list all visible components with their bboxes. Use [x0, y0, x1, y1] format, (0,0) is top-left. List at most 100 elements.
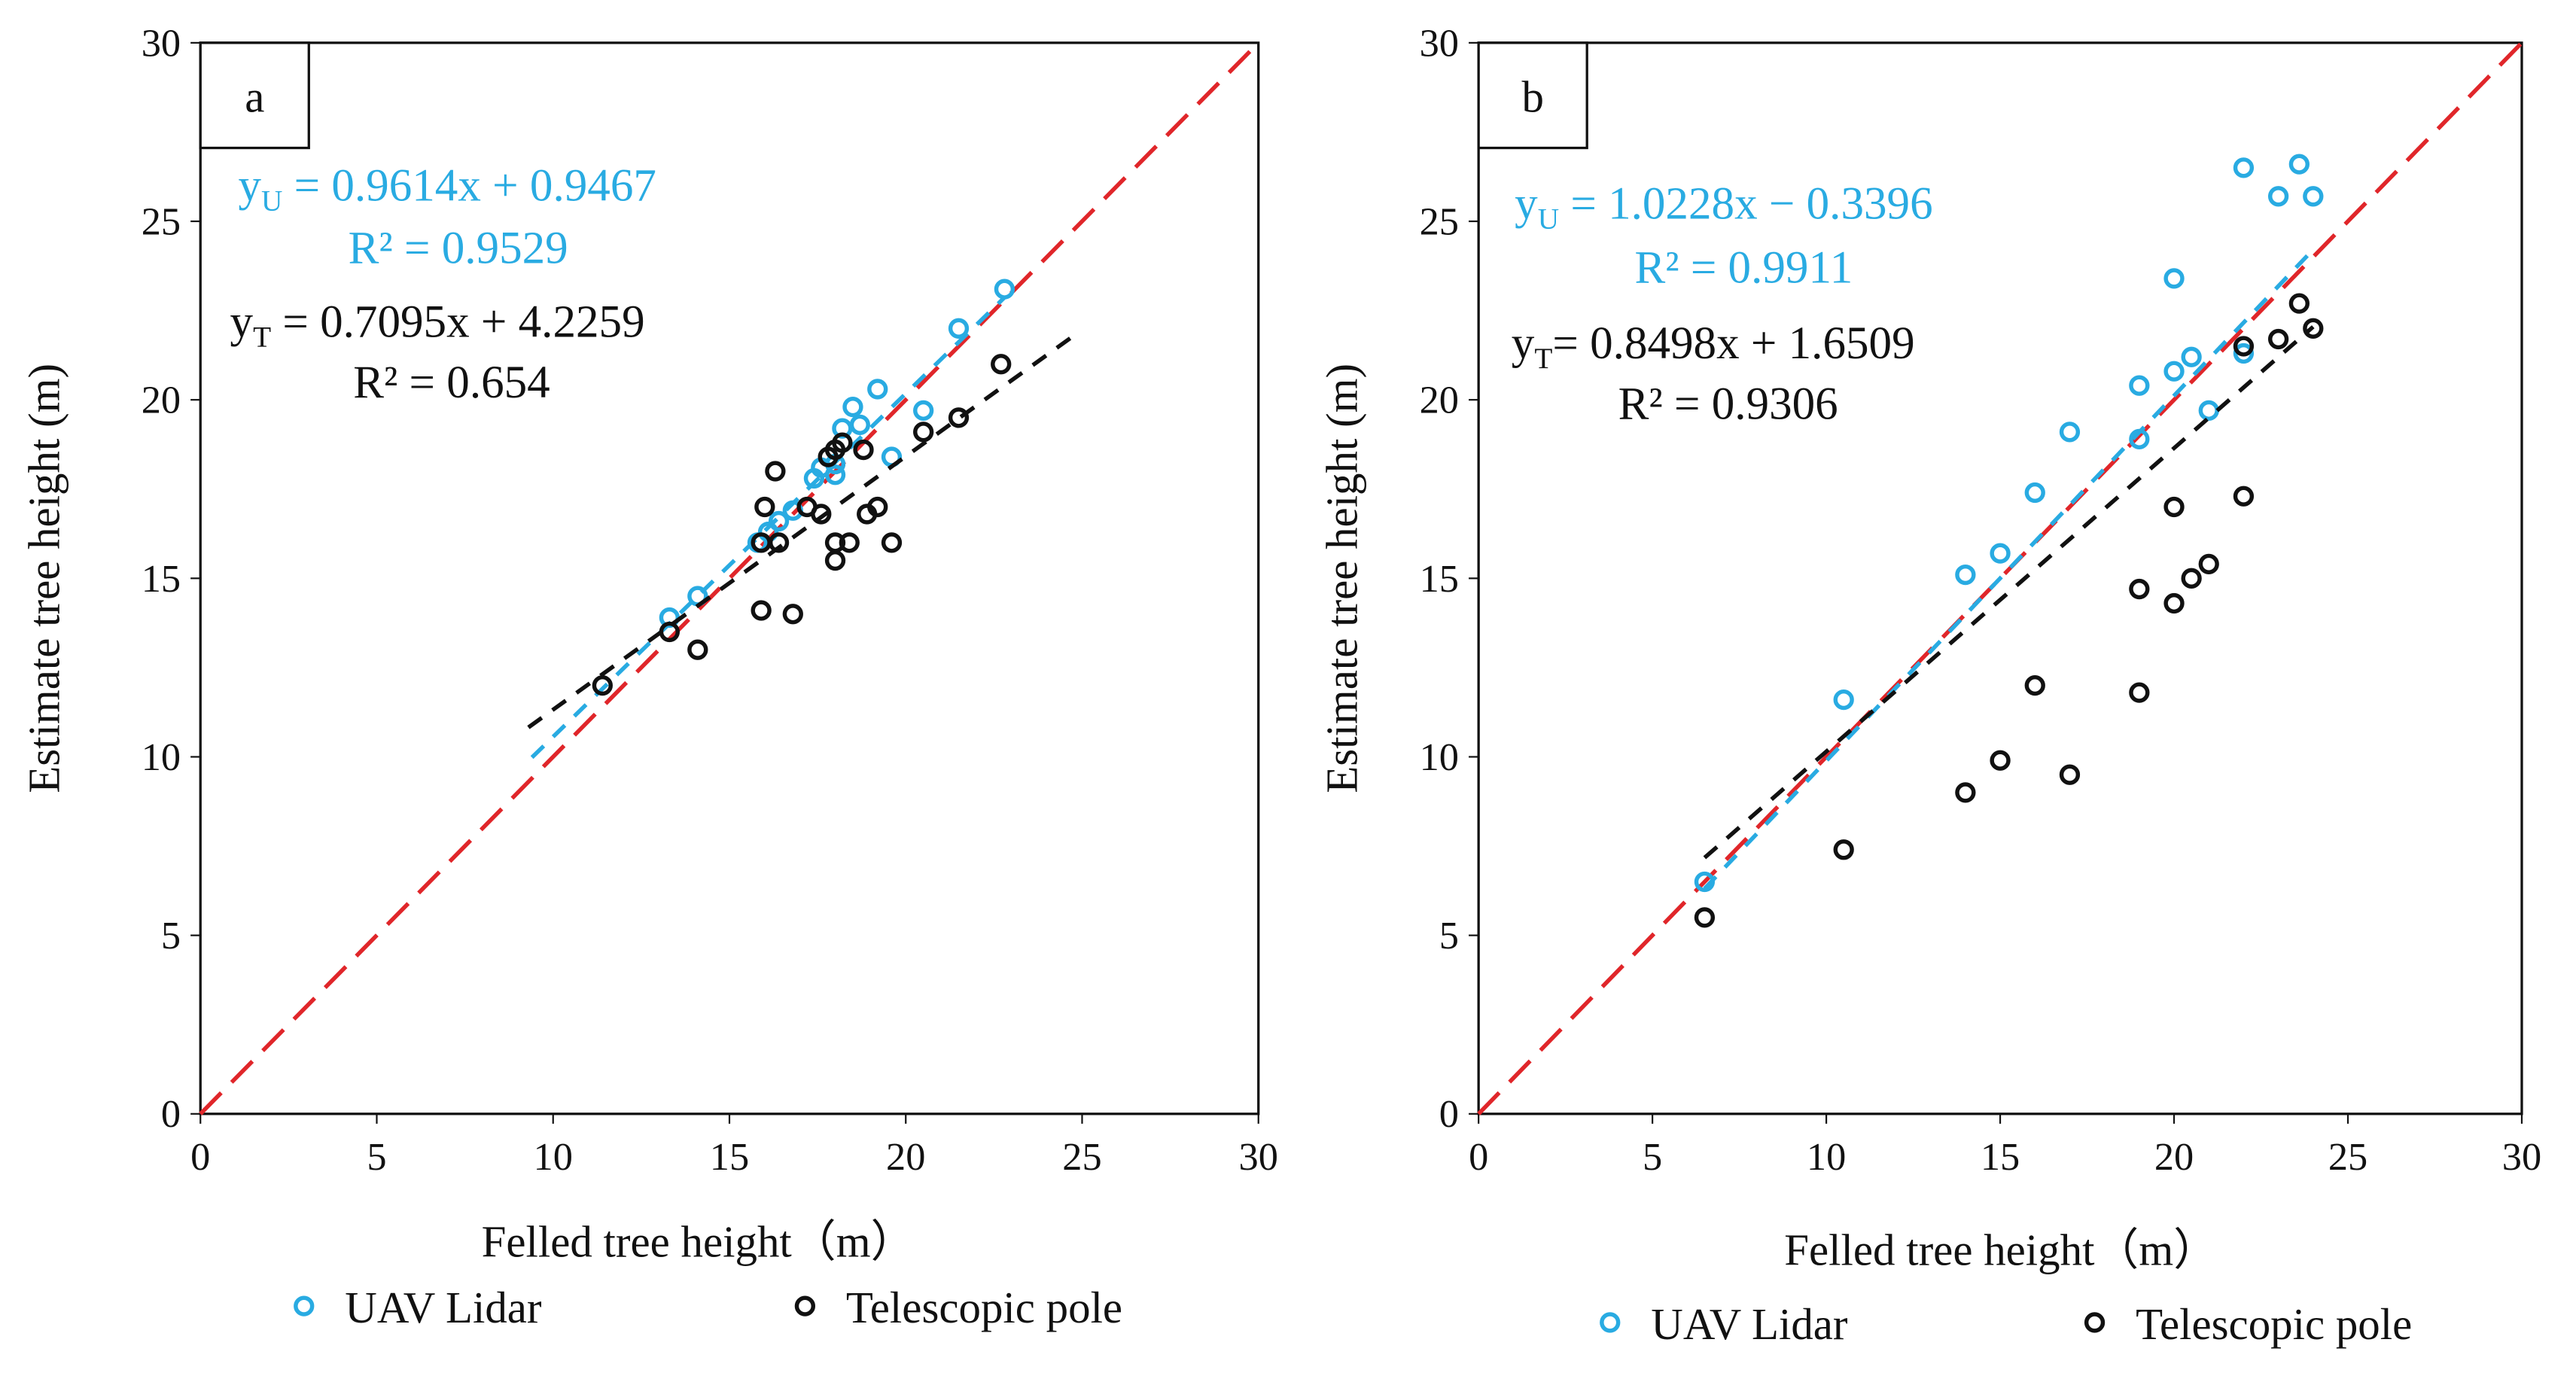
panel-a: Felled tree height（m） Estimate tree heig…	[20, 21, 1278, 1332]
pole-data-point	[2059, 764, 2081, 785]
uav-data-point	[2267, 186, 2289, 207]
svg-text:yU = 1.0228x − 0.3396: yU = 1.0228x − 0.3396	[1515, 178, 1932, 235]
x-tick-label: 0	[1469, 1135, 1488, 1179]
pole-data-point	[1833, 839, 1854, 860]
x-tick-label: 10	[1807, 1135, 1846, 1179]
panel-label-box	[1477, 41, 1588, 150]
pole-data-point	[832, 432, 853, 453]
legend-entry: Telescopic pole	[2136, 1299, 2412, 1349]
pole-data-point	[867, 496, 888, 518]
pole-data-point	[782, 604, 803, 625]
uav-data-point	[2233, 157, 2255, 178]
y-tick-label: 20	[1420, 379, 1459, 422]
annotation-pole: yT = 0.7095x + 4.2259 R² = 0.654	[230, 297, 645, 409]
pole-data-point	[948, 407, 970, 428]
panel-label-box	[199, 41, 310, 150]
uav-data-point	[913, 400, 934, 422]
svg-text:yU = 0.9614x + 0.9467: yU = 0.9614x + 0.9467	[238, 160, 656, 217]
pole-trend-line	[527, 333, 1076, 729]
pole-data-point	[913, 422, 934, 443]
y-tick-label: 30	[142, 21, 181, 65]
y-tick-label: 15	[1420, 557, 1459, 601]
uav-trend-line	[530, 296, 1006, 759]
uav-data-point	[2198, 400, 2219, 422]
pole-data-point	[853, 439, 874, 461]
uav-data-point	[659, 607, 680, 629]
uav-data-point	[1694, 871, 1716, 893]
pole-data-point	[2198, 553, 2219, 574]
uav-data-point	[2303, 186, 2324, 207]
annotation-pole: yT= 0.8498x + 1.6509 R² = 0.9306	[1512, 318, 1915, 430]
svg-text:R² = 0.654: R² = 0.654	[353, 358, 550, 408]
uav-data-point	[849, 414, 870, 436]
uav-data-point	[2288, 154, 2310, 175]
uav-data-point	[2163, 361, 2185, 382]
pole-data-point	[1694, 907, 1716, 928]
y-tick-label: 0	[1439, 1092, 1459, 1136]
legend-entry: Telescopic pole	[846, 1283, 1122, 1332]
x-tick-label: 25	[2328, 1135, 2367, 1179]
legend-entry: UAV Lidar	[345, 1283, 542, 1332]
y-axis-label: Estimate tree height (m)	[20, 364, 69, 793]
pole-data-point	[592, 674, 613, 696]
pole-data-point	[2233, 486, 2255, 507]
pole-data-point	[765, 461, 786, 482]
y-tick-label: 5	[161, 914, 181, 957]
pole-data-point	[2129, 578, 2150, 600]
pole-data-point	[659, 621, 680, 643]
uav-data-point	[842, 397, 863, 418]
pole-data-point	[2024, 674, 2045, 696]
annotation-uav: yU = 0.9614x + 0.9467 R² = 0.9529	[238, 160, 656, 273]
legend-marker	[794, 1295, 816, 1317]
uav-data-point	[994, 279, 1015, 300]
pole-data-point	[991, 354, 1012, 375]
svg-text:R² = 0.9306: R² = 0.9306	[1618, 379, 1838, 430]
x-tick-label: 5	[1643, 1135, 1662, 1179]
y-tick-label: 15	[142, 557, 181, 601]
x-tick-label: 5	[367, 1135, 386, 1179]
y-tick-label: 30	[1420, 21, 1459, 65]
y-tick-label: 10	[1420, 735, 1459, 779]
x-axis-label: Felled tree height（m）	[482, 1217, 915, 1267]
y-tick-label: 5	[1439, 914, 1459, 957]
uav-data-point	[2233, 342, 2255, 364]
x-tick-label: 20	[2154, 1135, 2194, 1179]
uav-data-point	[2163, 268, 2185, 289]
uav-data-point	[824, 464, 846, 486]
svg-text:yT= 0.8498x + 1.6509: yT= 0.8498x + 1.6509	[1512, 318, 1915, 375]
uav-data-point	[867, 379, 888, 400]
x-tick-label: 15	[710, 1135, 749, 1179]
y-tick-label: 25	[1420, 199, 1459, 243]
pole-data-point	[754, 496, 775, 518]
pole-data-point	[824, 549, 846, 571]
x-tick-label: 0	[190, 1135, 210, 1179]
pole-data-point	[2303, 318, 2324, 339]
uav-data-point	[948, 318, 970, 339]
pole-data-point	[881, 532, 903, 553]
uav-data-point	[2129, 428, 2150, 449]
pole-data-point	[768, 532, 790, 553]
legend-marker	[1600, 1312, 1621, 1333]
pole-data-point	[2181, 568, 2202, 589]
uav-data-point	[1955, 564, 1976, 586]
panel-label: a	[245, 72, 264, 122]
pole-data-point	[1990, 750, 2011, 771]
legend-marker	[2084, 1312, 2106, 1333]
pole-data-point	[2267, 328, 2289, 350]
y-axis-label: Estimate tree height (m)	[1317, 364, 1367, 793]
svg-text:R² = 0.9911: R² = 0.9911	[1634, 242, 1853, 293]
one-to-one-line	[199, 41, 1260, 1116]
pole-data-point	[2233, 336, 2255, 357]
svg-text:yT = 0.7095x + 4.2259: yT = 0.7095x + 4.2259	[230, 297, 645, 354]
pole-data-point	[2288, 293, 2310, 314]
pole-data-point	[2163, 496, 2185, 518]
pole-data-point	[2129, 682, 2150, 703]
uav-data-point	[768, 510, 790, 532]
uav-data-point	[1833, 689, 1854, 711]
svg-text:R² = 0.9529: R² = 0.9529	[349, 223, 568, 273]
pole-data-point	[811, 504, 832, 525]
legend-marker	[294, 1295, 315, 1317]
x-tick-label: 20	[886, 1135, 925, 1179]
uav-data-point	[2181, 346, 2202, 367]
